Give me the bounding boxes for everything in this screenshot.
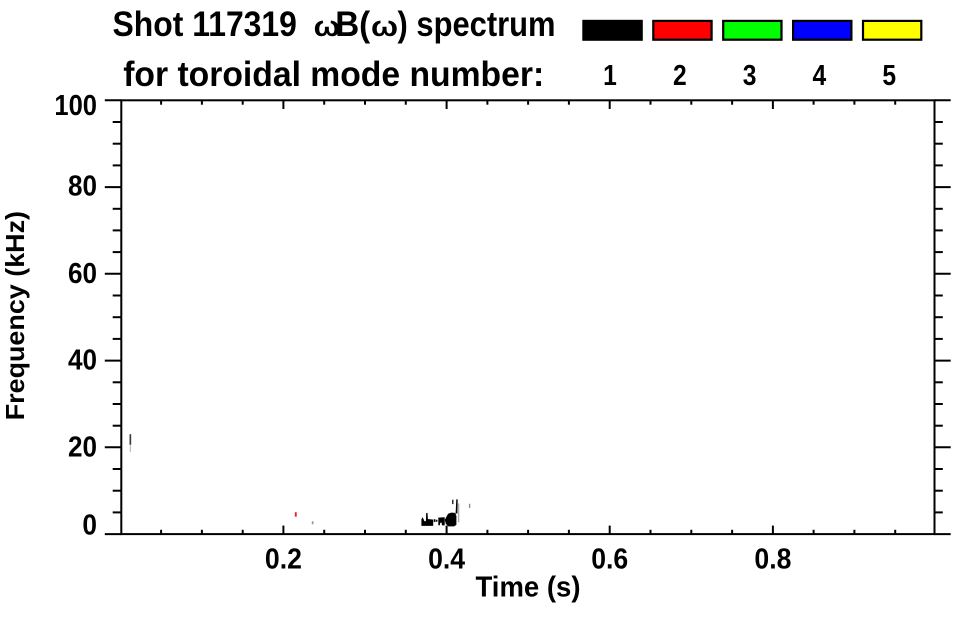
svg-text:0.4: 0.4 [428, 544, 465, 576]
svg-text:1: 1 [603, 60, 617, 92]
svg-text:0.2: 0.2 [265, 544, 302, 576]
svg-text:0: 0 [82, 510, 97, 542]
svg-text:4: 4 [813, 60, 827, 92]
svg-text:Time (s): Time (s) [476, 571, 581, 603]
svg-text:) spectrum: ) spectrum [398, 5, 556, 44]
svg-text:3: 3 [743, 60, 757, 92]
svg-text:80: 80 [68, 171, 97, 203]
svg-text:60: 60 [68, 258, 97, 290]
svg-text:ω: ω [314, 11, 341, 43]
svg-text:20: 20 [68, 431, 97, 463]
svg-text:100: 100 [54, 90, 97, 122]
svg-text:ω: ω [371, 11, 398, 43]
svg-text:0.8: 0.8 [754, 544, 791, 576]
svg-text:5: 5 [882, 60, 896, 92]
svg-text:40: 40 [68, 345, 97, 377]
svg-text:0.6: 0.6 [591, 544, 628, 576]
svg-text:2: 2 [673, 60, 687, 92]
svg-text:Frequency (kHz): Frequency (kHz) [1, 211, 30, 420]
svg-text:Shot 117319: Shot 117319 [113, 5, 297, 44]
svg-text:for toroidal mode number:: for toroidal mode number: [123, 55, 544, 94]
svg-text:B(: B( [335, 5, 370, 44]
